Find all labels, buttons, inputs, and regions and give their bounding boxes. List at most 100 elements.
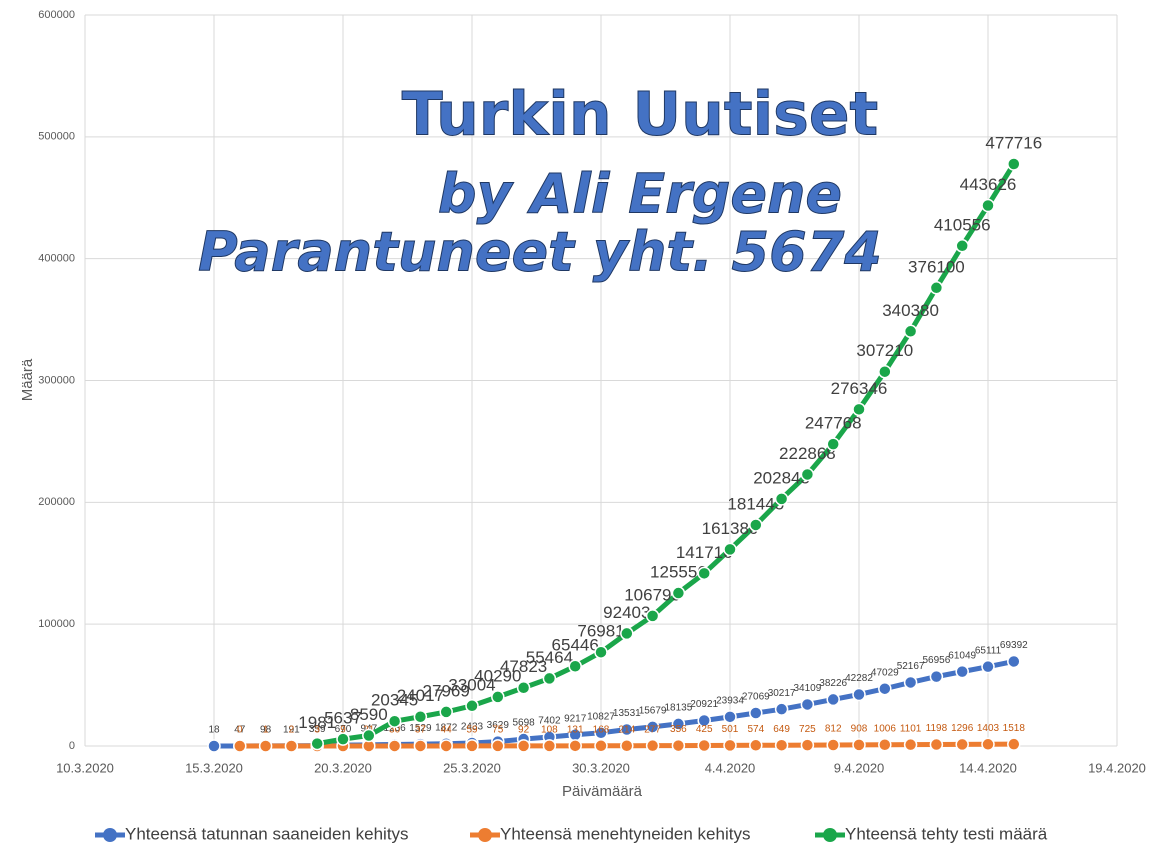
data-point xyxy=(258,739,273,753)
data-label: 38226 xyxy=(819,678,847,689)
data-label: 69392 xyxy=(1000,640,1028,651)
data-label: 34109 xyxy=(793,683,821,694)
data-label: 2433 xyxy=(461,722,484,733)
data-point xyxy=(671,738,686,753)
data-label: 9217 xyxy=(564,713,587,724)
data-label: 92 xyxy=(518,725,530,736)
data-label: 649 xyxy=(773,724,790,735)
data-point xyxy=(929,281,944,295)
data-label: 3629 xyxy=(487,720,510,731)
data-point xyxy=(826,437,840,451)
legend-marker xyxy=(103,828,117,842)
data-label: 108 xyxy=(541,725,558,736)
data-point xyxy=(671,586,686,600)
data-label: 7402 xyxy=(538,716,561,727)
data-point xyxy=(568,659,582,674)
data-label: 1006 xyxy=(874,723,897,734)
data-point xyxy=(516,739,531,753)
data-label: 76981 xyxy=(577,622,624,641)
data-point xyxy=(749,706,763,720)
data-label: 1981 xyxy=(298,713,336,732)
overlay-title: Turkin Uutiset xyxy=(402,80,878,150)
data-label: 27069 xyxy=(742,692,770,703)
data-point xyxy=(465,739,479,753)
data-point xyxy=(594,645,608,659)
data-label: 1198 xyxy=(926,723,948,734)
data-label: 191 xyxy=(283,724,300,735)
data-point xyxy=(826,692,840,707)
data-point xyxy=(233,739,247,753)
y-tick-label: 400000 xyxy=(38,253,75,265)
data-label: 30 xyxy=(389,725,401,736)
legend-marker xyxy=(478,828,492,842)
data-point xyxy=(852,738,866,752)
y-tick-label: 100000 xyxy=(38,618,75,630)
x-tick-label: 9.4.2020 xyxy=(834,760,885,775)
data-point xyxy=(594,739,608,753)
data-point xyxy=(981,198,995,213)
data-label: 425 xyxy=(696,724,713,735)
legend-item: Yhteensä tatunnan saaneiden kehitys xyxy=(95,824,409,843)
data-point xyxy=(723,710,737,724)
data-point xyxy=(645,738,660,753)
data-point xyxy=(413,709,428,724)
data-label: 1296 xyxy=(951,723,974,734)
data-label: 106799 xyxy=(624,585,681,604)
data-point xyxy=(800,738,815,752)
data-point xyxy=(800,697,815,712)
data-label: 1236 xyxy=(383,723,406,734)
data-point xyxy=(981,737,995,752)
data-point xyxy=(800,467,815,482)
data-point xyxy=(620,722,634,737)
data-point xyxy=(723,542,737,557)
data-label: 574 xyxy=(747,724,764,735)
data-label: 75 xyxy=(492,725,504,736)
y-tick-label: 500000 xyxy=(38,131,75,143)
data-point xyxy=(903,324,918,339)
data-label: 61049 xyxy=(948,650,976,661)
data-label: 1518 xyxy=(1003,723,1026,734)
data-label: 18135 xyxy=(664,703,692,714)
data-point xyxy=(491,690,505,704)
data-label: 40290 xyxy=(474,666,521,685)
y-axis-title: Määrä xyxy=(19,358,36,401)
data-point xyxy=(749,518,763,532)
overlay-note: Parantuneet yht. 5674 xyxy=(198,221,882,284)
data-point xyxy=(723,738,737,753)
y-tick-label: 200000 xyxy=(38,496,75,508)
data-point xyxy=(878,681,892,696)
data-label: 55464 xyxy=(526,648,573,667)
data-label: 1872 xyxy=(435,722,458,733)
data-label: 168 xyxy=(593,724,610,735)
data-label: 141716 xyxy=(676,543,733,562)
x-axis-title: Päivämäärä xyxy=(562,783,643,800)
data-point xyxy=(903,737,918,752)
data-point xyxy=(542,739,557,753)
data-label: 10827 xyxy=(587,711,615,722)
data-point xyxy=(774,702,789,716)
data-label: 30217 xyxy=(768,688,796,699)
data-point xyxy=(697,738,711,753)
data-point xyxy=(387,714,402,728)
data-label: 1529 xyxy=(409,723,432,734)
data-point xyxy=(955,239,969,253)
data-point xyxy=(826,738,840,752)
data-point xyxy=(439,705,453,719)
x-tick-label: 4.4.2020 xyxy=(705,760,756,775)
data-point xyxy=(645,720,660,734)
data-label: 1101 xyxy=(900,723,922,734)
data-point xyxy=(594,726,608,740)
x-tick-label: 30.3.2020 xyxy=(572,760,630,775)
data-label: 725 xyxy=(799,724,816,735)
data-point xyxy=(1007,737,1021,751)
data-label: 277 xyxy=(644,724,661,735)
data-label: 20921 xyxy=(690,699,718,710)
data-label: 47 xyxy=(234,725,246,736)
x-tick-label: 20.3.2020 xyxy=(314,760,372,775)
data-point xyxy=(1007,157,1021,171)
data-label: 23934 xyxy=(716,695,744,706)
data-point xyxy=(620,738,634,753)
data-label: 42282 xyxy=(845,673,873,684)
data-point xyxy=(465,699,479,713)
